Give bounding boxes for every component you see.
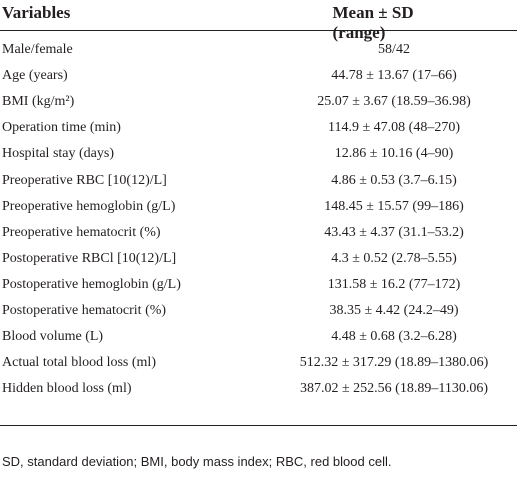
value-cell: 387.02 ± 252.56 (18.89–1130.06) [300, 381, 488, 397]
label-cell: Preoperative hemoglobin (g/L) [2, 198, 176, 214]
label-cell: Preoperative hematocrit (%) [2, 224, 161, 240]
label-cell: Operation time (min) [2, 120, 121, 136]
value-cell: 512.32 ± 317.29 (18.89–1380.06) [299, 355, 489, 371]
header-cell: Mean ± SD (range) [332, 3, 414, 42]
label-cell: BMI (kg/m²) [2, 94, 75, 110]
value-cell: 44.78 ± 13.67 (17–66) [331, 68, 457, 84]
label-cell: Male/female [2, 42, 73, 57]
label-cell: Postoperative RBCl [10(12)/L] [2, 250, 177, 266]
label-cell: Hospital stay (days) [2, 146, 114, 162]
label-cell: Blood volume (L) [2, 329, 104, 345]
header-cell: Variables [2, 3, 71, 22]
value-cell: 38.35 ± 4.42 (24.2–49) [329, 303, 459, 318]
label-cell: Hidden blood loss (ml) [2, 381, 132, 397]
value-cell: 131.58 ± 16.2 (77–172) [327, 276, 461, 292]
value-cell: 4.48 ± 0.68 (3.2–6.28) [331, 329, 457, 345]
label-cell: Postoperative hemoglobin (g/L) [2, 276, 181, 292]
value-cell: 43.43 ± 4.37 (31.1–53.2) [324, 224, 464, 240]
bottom-rule [0, 425, 517, 426]
value-cell: 25.07 ± 3.67 (18.59–36.98) [317, 94, 471, 110]
value-cell: 114.9 ± 47.08 (48–270) [328, 120, 460, 136]
value-cell: 58/42 [378, 42, 410, 57]
value-cell: 4.3 ± 0.52 (2.78–5.55) [331, 250, 457, 266]
value-cell: 148.45 ± 15.57 (99–186) [324, 198, 464, 214]
header-rule [0, 30, 517, 31]
value-cell: 4.86 ± 0.53 (3.7–6.15) [331, 172, 457, 188]
label-cell: Age (years) [2, 68, 68, 84]
value-cell: 12.86 ± 10.16 (4–90) [334, 146, 454, 162]
label-cell: Preoperative RBC [10(12)/L] [2, 172, 167, 188]
label-cell: Actual total blood loss (ml) [2, 355, 156, 371]
label-cell: Postoperative hematocrit (%) [2, 303, 167, 318]
footnote: SD, standard deviation; BMI, body mass i… [2, 454, 392, 469]
